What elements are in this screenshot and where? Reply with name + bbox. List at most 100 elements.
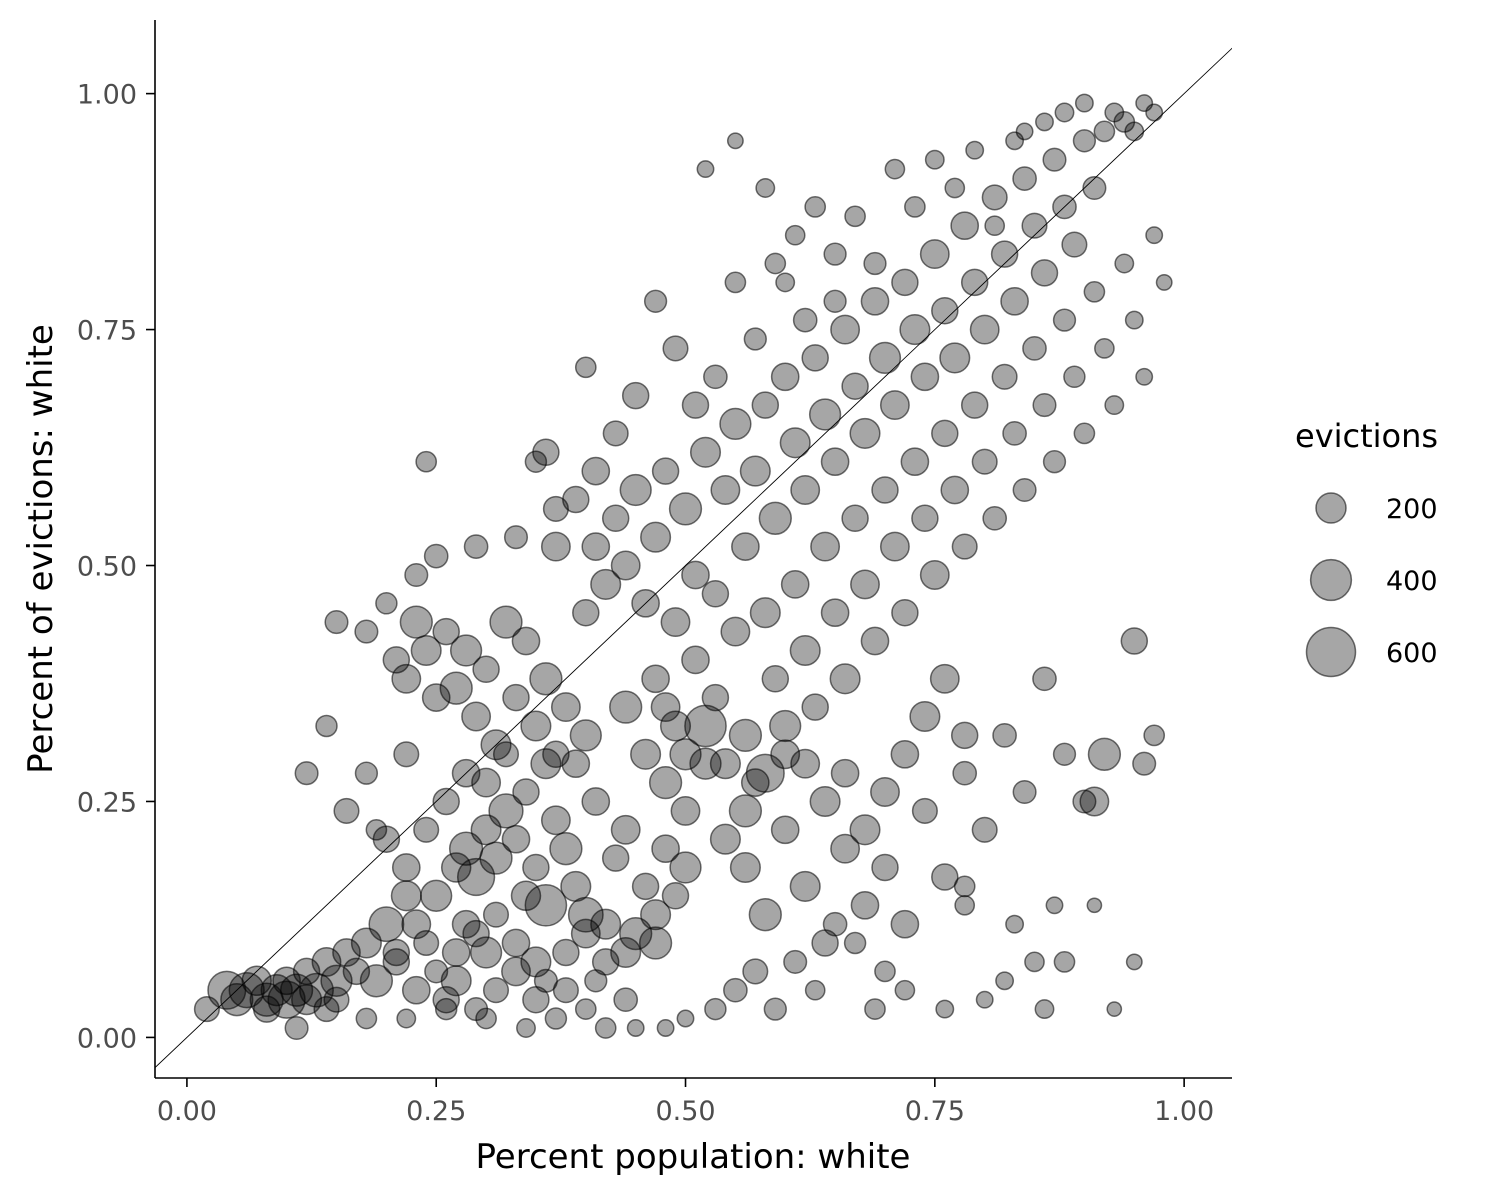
scatter-point <box>931 419 959 448</box>
legend-label: 200 <box>1386 494 1438 525</box>
scatter-point <box>659 710 692 742</box>
scatter-point <box>284 1015 309 1041</box>
scatter-point <box>641 664 670 694</box>
scatter-point <box>660 607 691 638</box>
scatter-point <box>552 977 579 1004</box>
scatter-point <box>1072 789 1097 814</box>
scatter-point <box>640 521 672 553</box>
scatter-point <box>1053 951 1076 973</box>
scatter-point <box>648 765 683 800</box>
scatter-point <box>801 344 829 372</box>
scatter-point <box>770 739 801 770</box>
legend-label: 600 <box>1386 638 1438 669</box>
scatter-point <box>1012 477 1037 503</box>
scatter-point <box>503 525 529 550</box>
scatter-point <box>482 901 510 928</box>
scatter-point <box>552 938 580 967</box>
scatter-point <box>864 998 886 1020</box>
scatter-point <box>313 996 340 1023</box>
scatter-point <box>751 391 780 419</box>
scatter-point <box>591 948 620 976</box>
scatter-point <box>950 211 980 241</box>
scatter-point <box>1005 131 1025 151</box>
scatter-point <box>709 823 741 855</box>
x-tick-label: 0.00 <box>157 1096 217 1127</box>
scatter-point <box>572 598 600 627</box>
scatter-point <box>890 739 920 769</box>
scatter-point <box>661 882 690 910</box>
scatter-point <box>354 619 379 644</box>
scatter-point <box>1042 147 1067 172</box>
scatter-point <box>975 990 994 1009</box>
scatter-point <box>743 327 767 351</box>
scatter-point <box>570 918 601 949</box>
scatter-point <box>1114 253 1135 274</box>
scatter-point <box>434 997 458 1021</box>
scatter-point <box>723 977 748 1003</box>
scatter-point <box>342 957 371 986</box>
scatter-point <box>619 473 652 507</box>
y-tick-label: 0.50 <box>77 552 137 583</box>
scatter-point <box>601 844 630 872</box>
scatter-point <box>516 1018 536 1038</box>
scatter-point <box>382 948 411 976</box>
scatter-point <box>931 296 959 325</box>
scatter-point <box>863 251 887 276</box>
scatter-point <box>613 987 639 1013</box>
scatter-point <box>879 390 910 421</box>
scatter-point <box>1063 365 1086 389</box>
legend-title: evictions <box>1295 417 1438 455</box>
scatter-point <box>954 894 976 916</box>
scatter-point <box>420 879 453 912</box>
scatter-point <box>860 626 890 656</box>
scatter-point <box>475 1007 497 1030</box>
scatter-point <box>919 560 950 590</box>
legend-entries: 200 400 600 <box>1305 492 1438 678</box>
scatter-point <box>990 240 1019 268</box>
scatter-point <box>1012 166 1037 191</box>
scatter-point <box>529 662 563 696</box>
scatter-point <box>742 958 769 985</box>
scatter-point <box>1135 367 1154 386</box>
x-tick-label: 0.50 <box>655 1096 715 1127</box>
scatter-point <box>540 805 571 836</box>
scatter-point <box>909 700 941 733</box>
scatter-point <box>413 929 440 957</box>
scatter-point <box>870 777 900 807</box>
scatter-point <box>924 149 945 170</box>
scatter-point <box>911 504 939 533</box>
scatter-point <box>891 598 919 627</box>
scatter-point <box>354 761 379 785</box>
scatter-point <box>1082 175 1107 201</box>
scatter-point <box>804 979 826 1001</box>
scatter-point <box>971 448 998 475</box>
scatter-point <box>971 816 998 843</box>
scatter-point <box>550 692 581 723</box>
scatter-point <box>656 1019 675 1037</box>
scatter-point <box>820 598 850 628</box>
scatter-point <box>849 814 881 846</box>
scatter-point <box>981 184 1008 211</box>
scatter-point <box>939 342 971 374</box>
scatter-point <box>960 391 989 419</box>
scatter-point <box>960 268 989 297</box>
scatter-point <box>849 417 881 449</box>
scatter-point <box>462 919 490 948</box>
scatter-point <box>789 870 821 902</box>
scatter-point <box>995 971 1015 991</box>
scatter-point <box>440 852 472 883</box>
size-legend: evictions 200 400 600 <box>1295 417 1438 678</box>
scatter-point <box>701 683 730 712</box>
scatter-point <box>900 447 930 477</box>
points-layer <box>193 93 1173 1041</box>
scatter-point <box>763 997 787 1021</box>
scatter-point <box>1002 421 1027 446</box>
scatter-point <box>1045 896 1064 915</box>
scatter-point <box>1000 286 1029 316</box>
scatter-point <box>703 364 728 390</box>
scatter-point <box>650 692 681 723</box>
scatter-point <box>441 938 471 967</box>
legend-label: 400 <box>1386 566 1438 597</box>
scatter-point <box>432 985 460 1014</box>
scatter-point <box>944 177 966 199</box>
